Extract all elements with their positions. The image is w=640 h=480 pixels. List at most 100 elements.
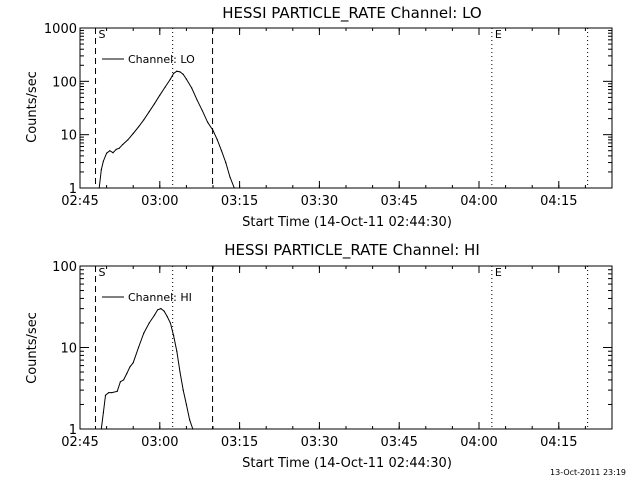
tick-group: 02:45 03:00 03:15 03:30 03:45 04:00 04:15 1 10 10… xyxy=(44,22,613,209)
y-tick-label: 10 xyxy=(60,342,77,357)
data-point xyxy=(108,392,110,394)
series-group xyxy=(98,70,235,189)
data-point xyxy=(216,139,218,141)
x-tick-label: 03:00 xyxy=(141,194,178,209)
data-point xyxy=(212,129,214,131)
plot-frame xyxy=(79,27,613,189)
x-tick-label: 03:15 xyxy=(221,435,258,450)
data-point xyxy=(157,309,159,311)
data-point xyxy=(229,176,231,178)
data-point xyxy=(173,72,175,75)
data-point xyxy=(207,121,209,123)
data-point xyxy=(148,111,150,113)
data-point xyxy=(160,308,162,310)
data-point xyxy=(191,87,193,89)
data-point xyxy=(132,132,134,135)
data-point xyxy=(166,315,168,318)
data-point xyxy=(182,389,184,391)
data-point xyxy=(189,419,191,421)
data-point xyxy=(102,160,104,162)
legend-label: Channel: LO xyxy=(128,53,195,66)
data-point xyxy=(220,150,223,152)
x-tick-label: 04:00 xyxy=(460,194,497,209)
data-point xyxy=(116,390,118,392)
data-point xyxy=(176,70,178,72)
data-point xyxy=(123,379,125,381)
data-point xyxy=(143,332,145,334)
x-tick-label: 03:15 xyxy=(221,194,258,209)
x-tick-label: 03:00 xyxy=(141,435,178,450)
data-point xyxy=(104,394,107,396)
y-tick-label: 100 xyxy=(52,260,77,275)
data-point xyxy=(112,152,114,154)
data-point xyxy=(185,78,187,80)
marker-label: S xyxy=(99,266,106,279)
x-tick-label: 04:00 xyxy=(460,435,497,450)
series-line xyxy=(98,70,235,189)
series-group xyxy=(100,308,194,430)
data-point xyxy=(153,103,156,105)
data-point xyxy=(185,403,187,406)
data-point xyxy=(179,71,181,73)
data-point xyxy=(137,346,140,349)
marker-label: E xyxy=(495,28,502,41)
data-point xyxy=(143,119,145,121)
data-point xyxy=(182,73,184,75)
data-point xyxy=(100,169,102,171)
data-point xyxy=(169,78,171,80)
y-axis-label: Counts/sec xyxy=(25,312,40,384)
panel-hi: HESSI PARTICLE_RATE Channel: HI Counts/s… xyxy=(25,241,613,471)
plot-frame xyxy=(79,265,613,430)
marker-label: E xyxy=(495,266,502,279)
data-point xyxy=(225,162,227,164)
data-point xyxy=(102,411,104,413)
data-point xyxy=(163,310,165,312)
y-tick-label: 100 xyxy=(52,75,77,90)
data-point xyxy=(106,152,108,154)
x-tick-label: 02:45 xyxy=(61,435,98,450)
data-point xyxy=(109,150,111,152)
y-tick-label: 1 xyxy=(69,182,77,197)
data-point xyxy=(201,110,203,112)
data-point xyxy=(132,362,134,364)
x-tick-label: 03:30 xyxy=(301,194,338,209)
x-tick-label: 02:45 xyxy=(61,194,98,209)
data-point xyxy=(169,322,171,324)
data-point xyxy=(126,372,128,375)
y-tick-label: 1 xyxy=(69,423,77,438)
data-point xyxy=(173,335,175,337)
x-tick-label: 03:30 xyxy=(301,435,338,450)
data-point xyxy=(164,86,166,88)
data-point xyxy=(129,366,131,368)
data-point xyxy=(148,322,150,324)
x-axis-label: Start Time (14-Oct-11 02:44:30) xyxy=(242,215,452,230)
data-point xyxy=(159,94,161,96)
data-point xyxy=(111,392,113,394)
x-tick-label: 04:15 xyxy=(540,194,577,209)
x-tick-label: 03:45 xyxy=(380,435,417,450)
marker-label: S xyxy=(99,28,106,41)
chart-title: HESSI PARTICLE_RATE Channel: LO xyxy=(222,4,481,23)
data-point xyxy=(127,139,129,141)
series-line xyxy=(100,308,194,430)
y-tick-label: 1000 xyxy=(44,22,77,37)
legend: Channel: HI xyxy=(102,291,192,304)
y-tick-label: 10 xyxy=(60,129,77,144)
data-point xyxy=(119,381,121,383)
data-point xyxy=(137,126,140,128)
legend: Channel: LO xyxy=(102,53,195,66)
chart-title: HESSI PARTICLE_RATE Channel: HI xyxy=(224,241,480,260)
footer-timestamp: 13-Oct-2011 23:19 xyxy=(550,468,626,477)
data-point xyxy=(196,99,198,101)
data-point xyxy=(176,350,178,352)
panel-lo: HESSI PARTICLE_RATE Channel: LO Counts/s… xyxy=(25,4,613,230)
data-point xyxy=(115,148,117,150)
x-axis-label: Start Time (14-Oct-11 02:44:30) xyxy=(242,456,452,471)
data-point xyxy=(122,144,124,146)
x-tick-label: 03:45 xyxy=(380,194,417,209)
x-tick-label: 04:15 xyxy=(540,435,577,450)
data-point xyxy=(118,147,120,149)
